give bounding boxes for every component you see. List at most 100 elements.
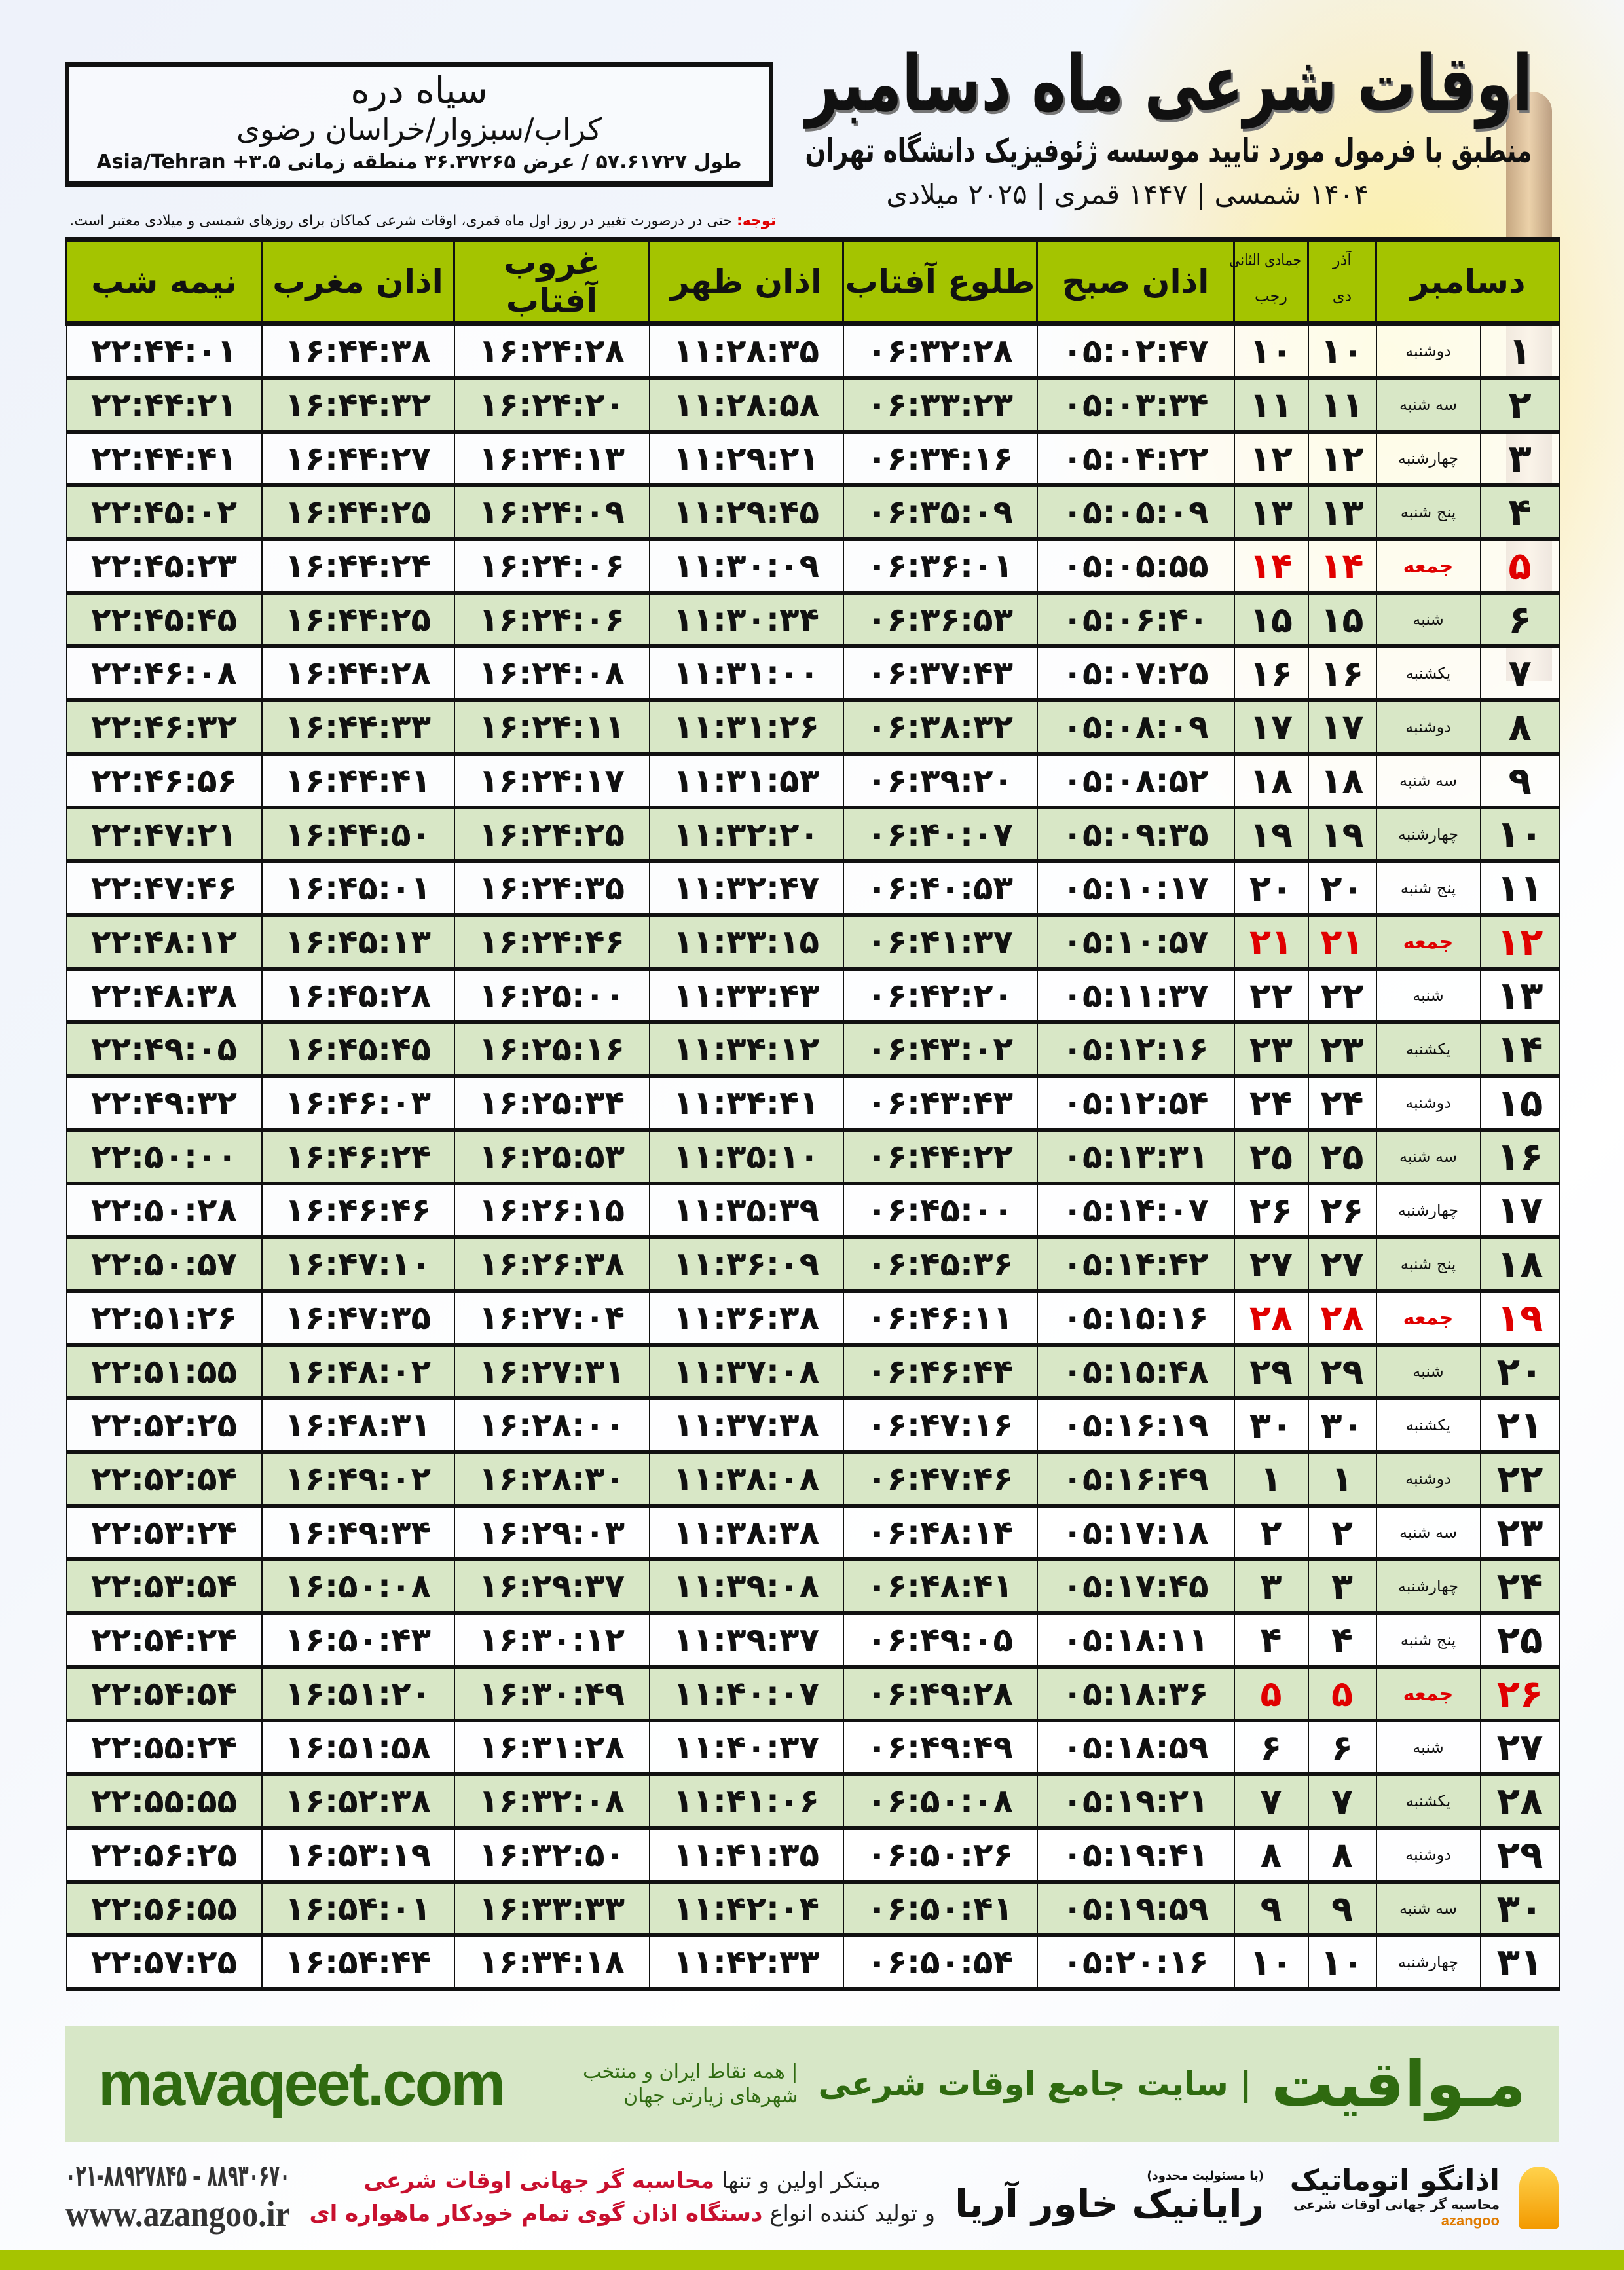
hijri-day: ۲۹	[1233, 1344, 1309, 1400]
site-link[interactable]: mavaqeet.com	[98, 2048, 506, 2119]
hijri-day: ۳۰	[1233, 1398, 1309, 1454]
mavaqeet-banner: مـواقیت | سایت جامع اوقات شرعی | همه نقا…	[65, 2026, 1559, 2142]
day-number: ۱۰	[1479, 807, 1560, 863]
nimeh-time: ۲۲:۵۷:۲۵	[65, 1935, 263, 1991]
hijri-day: ۲۷	[1233, 1237, 1309, 1293]
table-row: ۱۳ شنبه ۲۲ ۲۲ ۰۵:۱۱:۳۷ ۰۶:۴۲:۲۰ ۱۱:۳۳:۴۳ ۱۶:۲۵:…	[65, 968, 1560, 1024]
page-subtitle-box: منطبق با فرمول مورد تایید موسسه ژئوفیزیک…	[805, 131, 1532, 170]
day-number: ۱۹	[1479, 1290, 1560, 1347]
maghrib-time: ۱۶:۵۰:۴۳	[261, 1612, 455, 1669]
header-nimeh: نیمه شب	[65, 237, 263, 326]
hijri-day: ۱۰	[1233, 323, 1309, 380]
ghurub-time: ۱۶:۲۹:۰۳	[453, 1505, 650, 1561]
shamsi-day: ۱۰	[1307, 323, 1377, 380]
shamsi-day: ۲۶	[1307, 1183, 1377, 1239]
hijri-day: ۱۹	[1233, 807, 1309, 863]
ghurub-time: ۱۶:۲۴:۱۱	[453, 699, 650, 756]
tolu-time: ۰۶:۳۵:۰۹	[842, 485, 1038, 541]
shamsi-day: ۳۰	[1307, 1398, 1377, 1454]
shamsi-day: ۲۸	[1307, 1290, 1377, 1347]
shamsi-day: ۱۴	[1307, 538, 1377, 595]
nimeh-time: ۲۲:۴۶:۰۸	[65, 646, 263, 702]
hijri-day: ۱۱	[1233, 377, 1309, 434]
weekday: سه شنبه	[1375, 1505, 1481, 1561]
shamsi-day: ۹	[1307, 1881, 1377, 1937]
day-number: ۲۲	[1479, 1451, 1560, 1508]
hijri-day: ۳	[1233, 1559, 1309, 1615]
table-row: ۲۴ چهارشنبه ۳ ۳ ۰۵:۱۷:۴۵ ۰۶:۴۸:۴۱ ۱۱:۳۹:۰۸ ۱۶:۲…	[65, 1559, 1560, 1615]
day-number: ۲۹	[1479, 1827, 1560, 1884]
shamsi-day: ۱۸	[1307, 753, 1377, 809]
day-number: ۶	[1479, 592, 1560, 648]
hijri-day: ۹	[1233, 1881, 1309, 1937]
nimeh-time: ۲۲:۴۹:۰۵	[65, 1022, 263, 1078]
weekday: شنبه	[1375, 1720, 1481, 1776]
nimeh-time: ۲۲:۵۵:۲۴	[65, 1720, 263, 1776]
tolu-time: ۰۶:۳۷:۴۳	[842, 646, 1038, 702]
table-row: ۴ پنج شنبه ۱۳ ۱۳ ۰۵:۰۵:۰۹ ۰۶:۳۵:۰۹ ۱۱:۲۹:۴۵ ۱۶:…	[65, 485, 1560, 541]
phone-line: ۰۲۱-۸۸۹۲۷۸۴۵ – ۸۸۹۳۰۶۷۰	[65, 2159, 290, 2193]
sobh-time: ۰۵:۰۹:۳۵	[1036, 807, 1235, 863]
ghurub-time: ۱۶:۲۴:۱۷	[453, 753, 650, 809]
sobh-time: ۰۵:۰۷:۲۵	[1036, 646, 1235, 702]
weekday: سه شنبه	[1375, 377, 1481, 434]
tolu-time: ۰۶:۴۵:۰۰	[842, 1183, 1038, 1239]
ghurub-time: ۱۶:۲۵:۳۴	[453, 1075, 650, 1132]
ghurub-time: ۱۶:۲۴:۴۶	[453, 914, 650, 971]
table-row: ۲۸ یکشنبه ۷ ۷ ۰۵:۱۹:۲۱ ۰۶:۵۰:۰۸ ۱۱:۴۱:۰۶ ۱۶:۳۲:…	[65, 1774, 1560, 1830]
zuhr-time: ۱۱:۲۹:۴۵	[648, 485, 844, 541]
nimeh-time: ۲۲:۵۶:۵۵	[65, 1881, 263, 1937]
sobh-time: ۰۵:۱۶:۴۹	[1036, 1451, 1235, 1508]
maghrib-time: ۱۶:۴۵:۰۱	[261, 861, 455, 917]
hijri-day: ۵	[1233, 1666, 1309, 1722]
table-row: ۹ سه شنبه ۱۸ ۱۸ ۰۵:۰۸:۵۲ ۰۶:۳۹:۲۰ ۱۱:۳۱:۵۳ ۱۶:۲…	[65, 753, 1560, 809]
maghrib-time: ۱۶:۴۴:۳۳	[261, 699, 455, 756]
table-row: ۶ شنبه ۱۵ ۱۵ ۰۵:۰۶:۴۰ ۰۶:۳۶:۵۳ ۱۱:۳۰:۳۴ ۱۶:۲۴:۰…	[65, 592, 1560, 648]
tolu-time: ۰۶:۴۲:۲۰	[842, 968, 1038, 1024]
day-number: ۳۱	[1479, 1935, 1560, 1991]
website-link[interactable]: www.azangoo.ir	[65, 2194, 291, 2235]
header-shamsi-bottom: دی	[1332, 287, 1352, 305]
tolu-time: ۰۶:۴۷:۴۶	[842, 1451, 1038, 1508]
maghrib-time: ۱۶:۵۴:۰۱	[261, 1881, 455, 1937]
tolu-time: ۰۶:۴۳:۴۳	[842, 1075, 1038, 1132]
maghrib-time: ۱۶:۴۴:۵۰	[261, 807, 455, 863]
page-title-box: اوقات شرعی ماه دسامبر	[805, 39, 1532, 128]
tolu-time: ۰۶:۵۰:۵۴	[842, 1935, 1038, 1991]
day-number: ۱۷	[1479, 1183, 1560, 1239]
nimeh-time: ۲۲:۴۷:۴۶	[65, 861, 263, 917]
nimeh-time: ۲۲:۴۴:۰۱	[65, 323, 263, 380]
weekday: یکشنبه	[1375, 1398, 1481, 1454]
maghrib-time: ۱۶:۴۴:۳۲	[261, 377, 455, 434]
tolu-time: ۰۶:۳۹:۲۰	[842, 753, 1038, 809]
note-label: توجه:	[736, 213, 776, 229]
weekday: سه شنبه	[1375, 1881, 1481, 1937]
maghrib-time: ۱۶:۴۷:۱۰	[261, 1237, 455, 1293]
day-number: ۱۵	[1479, 1075, 1560, 1132]
slogan-line2-text: و تولید کننده انواع دستگاه اذان گوی تمام…	[310, 2197, 936, 2230]
table-row: ۱۹ جمعه ۲۸ ۲۸ ۰۵:۱۵:۱۶ ۰۶:۴۶:۱۱ ۱۱:۳۶:۳۸ ۱۶:۲۷:…	[65, 1290, 1560, 1347]
zuhr-time: ۱۱:۳۳:۱۵	[648, 914, 844, 971]
day-number: ۷	[1479, 646, 1560, 702]
maghrib-time: ۱۶:۵۴:۴۴	[261, 1935, 455, 1991]
hijri-day: ۲۴	[1233, 1075, 1309, 1132]
nimeh-time: ۲۲:۴۶:۳۲	[65, 699, 263, 756]
azangoo-sub-line: محاسبه گر جهانی اوقات شرعی	[1283, 2197, 1500, 2212]
tolu-time: ۰۶:۳۴:۱۶	[842, 431, 1038, 487]
weekday: چهارشنبه	[1375, 807, 1481, 863]
brand-tagline: | همه نقاط ایران و منتخب شهرهای زیارتی ج…	[582, 2060, 798, 2108]
ghurub-time: ۱۶:۲۴:۰۹	[453, 485, 650, 541]
hijri-day: ۷	[1233, 1774, 1309, 1830]
phone-numbers: ۰۲۱-۸۸۹۲۷۸۴۵ – ۸۸۹۳۰۶۷۰	[65, 2158, 290, 2194]
table-row: ۱۰ چهارشنبه ۱۹ ۱۹ ۰۵:۰۹:۳۵ ۰۶:۴۰:۰۷ ۱۱:۳۲:۲۰ ۱۶…	[65, 807, 1560, 863]
day-number: ۲۵	[1479, 1612, 1560, 1669]
tolu-time: ۰۶:۴۵:۳۶	[842, 1237, 1038, 1293]
tolu-time: ۰۶:۴۶:۴۴	[842, 1344, 1038, 1400]
table-row: ۲۰ شنبه ۲۹ ۲۹ ۰۵:۱۵:۴۸ ۰۶:۴۶:۴۴ ۱۱:۳۷:۰۸ ۱۶:۲۷:…	[65, 1344, 1560, 1400]
zuhr-time: ۱۱:۳۸:۰۸	[648, 1451, 844, 1508]
sobh-time: ۰۵:۲۰:۱۶	[1036, 1935, 1235, 1991]
header-hijri-bottom-cell: رجب	[1235, 278, 1307, 314]
nimeh-time: ۲۲:۴۷:۲۱	[65, 807, 263, 863]
sobh-time: ۰۵:۱۴:۰۷	[1036, 1183, 1235, 1239]
sobh-time: ۰۵:۱۹:۲۱	[1036, 1774, 1235, 1830]
